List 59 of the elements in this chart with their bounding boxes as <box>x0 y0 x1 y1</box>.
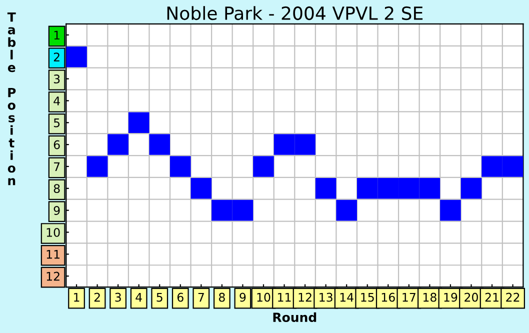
y-tick-label: 4 <box>54 96 60 106</box>
point <box>502 156 524 177</box>
point <box>378 178 399 199</box>
x-axis-title: Round <box>273 312 316 322</box>
point <box>315 178 336 199</box>
text: Table Position <box>7 12 16 186</box>
point <box>440 200 461 221</box>
x-tick-label: 19 <box>444 292 458 302</box>
point <box>190 178 212 199</box>
x-tick-label: 17 <box>402 292 416 302</box>
x-tick-label: 3 <box>115 292 121 302</box>
chart-title: Noble Park - 2004 VPVL 2 SE <box>167 6 423 20</box>
x-tick-label: 4 <box>136 292 142 302</box>
point <box>212 200 232 221</box>
x-tick-label: 11 <box>278 292 291 302</box>
x-tick-label: 13 <box>320 292 332 302</box>
point <box>356 178 378 199</box>
y-tick-label: 6 <box>54 140 60 150</box>
x-tick-label: 6 <box>177 292 184 302</box>
point <box>108 134 128 155</box>
y-tick-label: 3 <box>54 74 60 84</box>
x-tick-label: 12 <box>298 292 312 302</box>
point <box>232 200 254 221</box>
point <box>128 112 150 134</box>
x-tick-label: 14 <box>340 292 354 302</box>
x-tick-label: 1 <box>74 292 80 302</box>
y-tick-label: 1 <box>54 30 60 40</box>
x-tick-label: 15 <box>361 292 374 302</box>
y-tick-label: 8 <box>54 184 60 194</box>
y-tick-label: 2 <box>54 52 60 62</box>
point <box>419 178 440 199</box>
point <box>482 156 502 177</box>
point <box>336 200 357 221</box>
y-tick-label: 12 <box>46 272 60 281</box>
x-tick-label: 2 <box>94 292 100 302</box>
x-tick-label: 18 <box>423 292 436 302</box>
x-tick-label: 10 <box>257 292 270 302</box>
x-tick-label: 8 <box>218 292 225 302</box>
x-tick-label: 5 <box>156 292 162 302</box>
point <box>86 156 108 177</box>
point <box>66 46 87 68</box>
x-tick-label: 21 <box>485 292 498 302</box>
point <box>294 134 316 155</box>
point <box>274 134 295 155</box>
x-tick-label: 7 <box>198 292 204 302</box>
point <box>170 156 191 177</box>
y-tick-label: 9 <box>54 206 60 215</box>
y-tick-label: 10 <box>46 228 60 237</box>
y-tick-label: 11 <box>46 250 60 259</box>
point <box>253 156 274 177</box>
x-tick-label: 16 <box>382 292 395 302</box>
x-tick-label: 20 <box>464 292 478 302</box>
x-tick-label: 22 <box>506 292 520 302</box>
point <box>398 178 420 199</box>
point <box>149 134 170 155</box>
x-tick-label: 9 <box>240 292 246 302</box>
y-tick-label: 5 <box>54 118 60 128</box>
point <box>460 178 482 199</box>
y-tick-label: 7 <box>54 162 60 171</box>
